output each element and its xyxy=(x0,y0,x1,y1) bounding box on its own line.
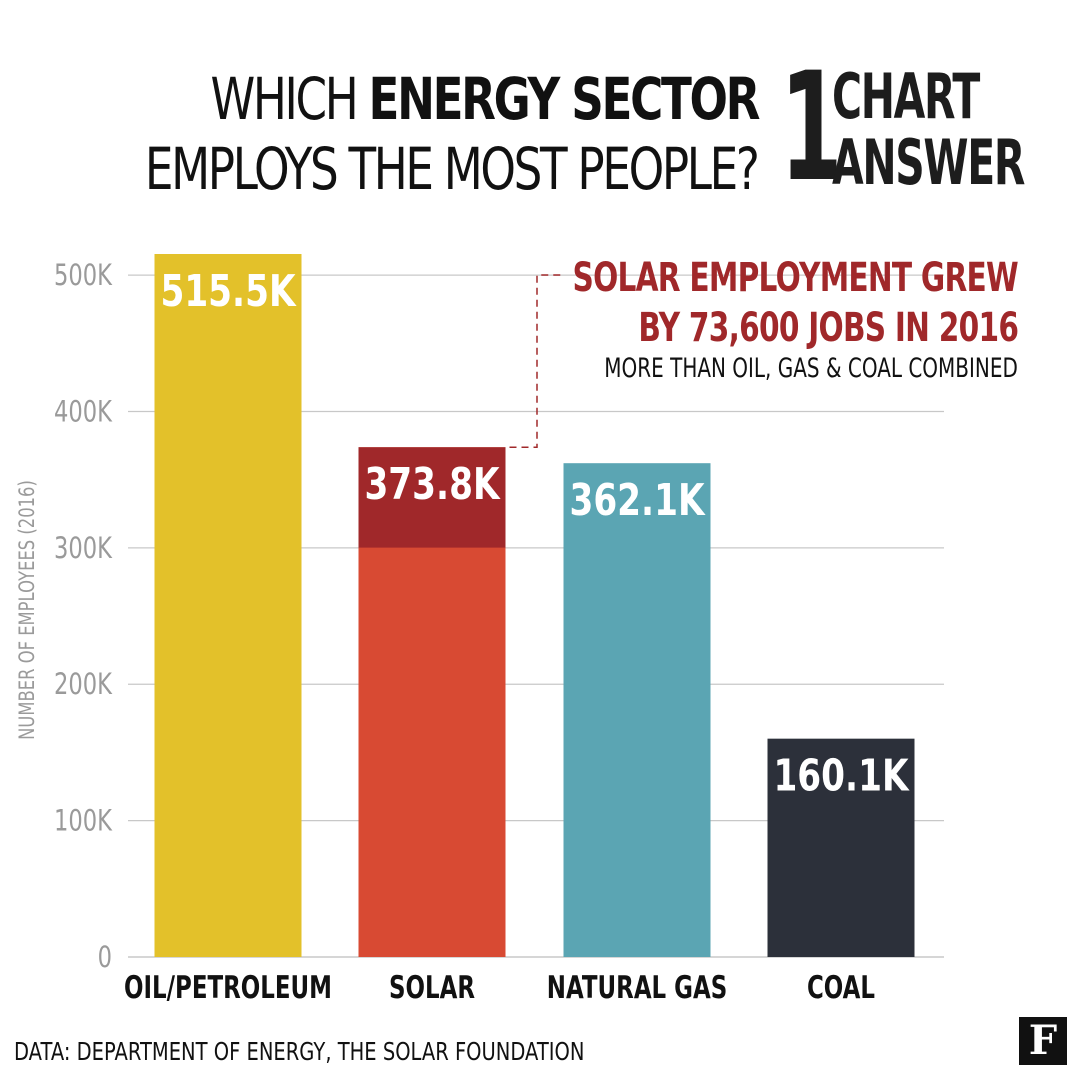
bar xyxy=(767,738,915,957)
y-tick-label: 200K xyxy=(54,669,113,702)
title-line-1: WHICH ENERGY SECTOR xyxy=(210,65,760,133)
data-label: 160.1K xyxy=(773,751,909,802)
x-tick-label: SOLAR xyxy=(389,971,475,1006)
data-label: 373.8K xyxy=(364,459,500,510)
title-line-2: EMPLOYS THE MOST PEOPLE? xyxy=(145,135,760,203)
title-bold: ENERGY SECTOR xyxy=(368,65,760,133)
data-label: 362.1K xyxy=(569,475,705,526)
bar xyxy=(563,463,711,957)
annotation-headline-2: BY 73,600 JOBS IN 2016 xyxy=(638,305,1019,351)
logo-number: 1 xyxy=(780,41,843,215)
y-tick-label: 0 xyxy=(98,941,112,974)
title-plain: WHICH xyxy=(210,65,369,133)
y-tick-label: 500K xyxy=(54,259,113,292)
x-tick-label: OIL/PETROLEUM xyxy=(124,971,332,1006)
logo-word-chart: CHART xyxy=(832,60,980,133)
y-tick-label: 100K xyxy=(54,805,113,838)
y-tick-label: 400K xyxy=(54,396,113,429)
source-note: DATA: DEPARTMENT OF ENERGY, THE SOLAR FO… xyxy=(14,1037,585,1066)
annotation-subline: MORE THAN OIL, GAS & COAL COMBINED xyxy=(604,353,1018,384)
y-tick-label: 300K xyxy=(54,532,113,565)
data-label: 515.5K xyxy=(160,266,296,317)
annotation-headline-1: SOLAR EMPLOYMENT GREW xyxy=(572,255,1019,301)
annotation-connector xyxy=(509,274,562,448)
logo-word-answer: ANSWER xyxy=(832,126,1025,199)
bar xyxy=(154,254,302,957)
brand-logo: F xyxy=(1019,1017,1067,1065)
y-axis-title: NUMBER OF EMPLOYEES (2016) xyxy=(16,480,39,740)
bar-growth-segment xyxy=(358,447,506,548)
x-tick-label: COAL xyxy=(807,971,875,1006)
x-tick-label: NATURAL GAS xyxy=(547,971,727,1006)
